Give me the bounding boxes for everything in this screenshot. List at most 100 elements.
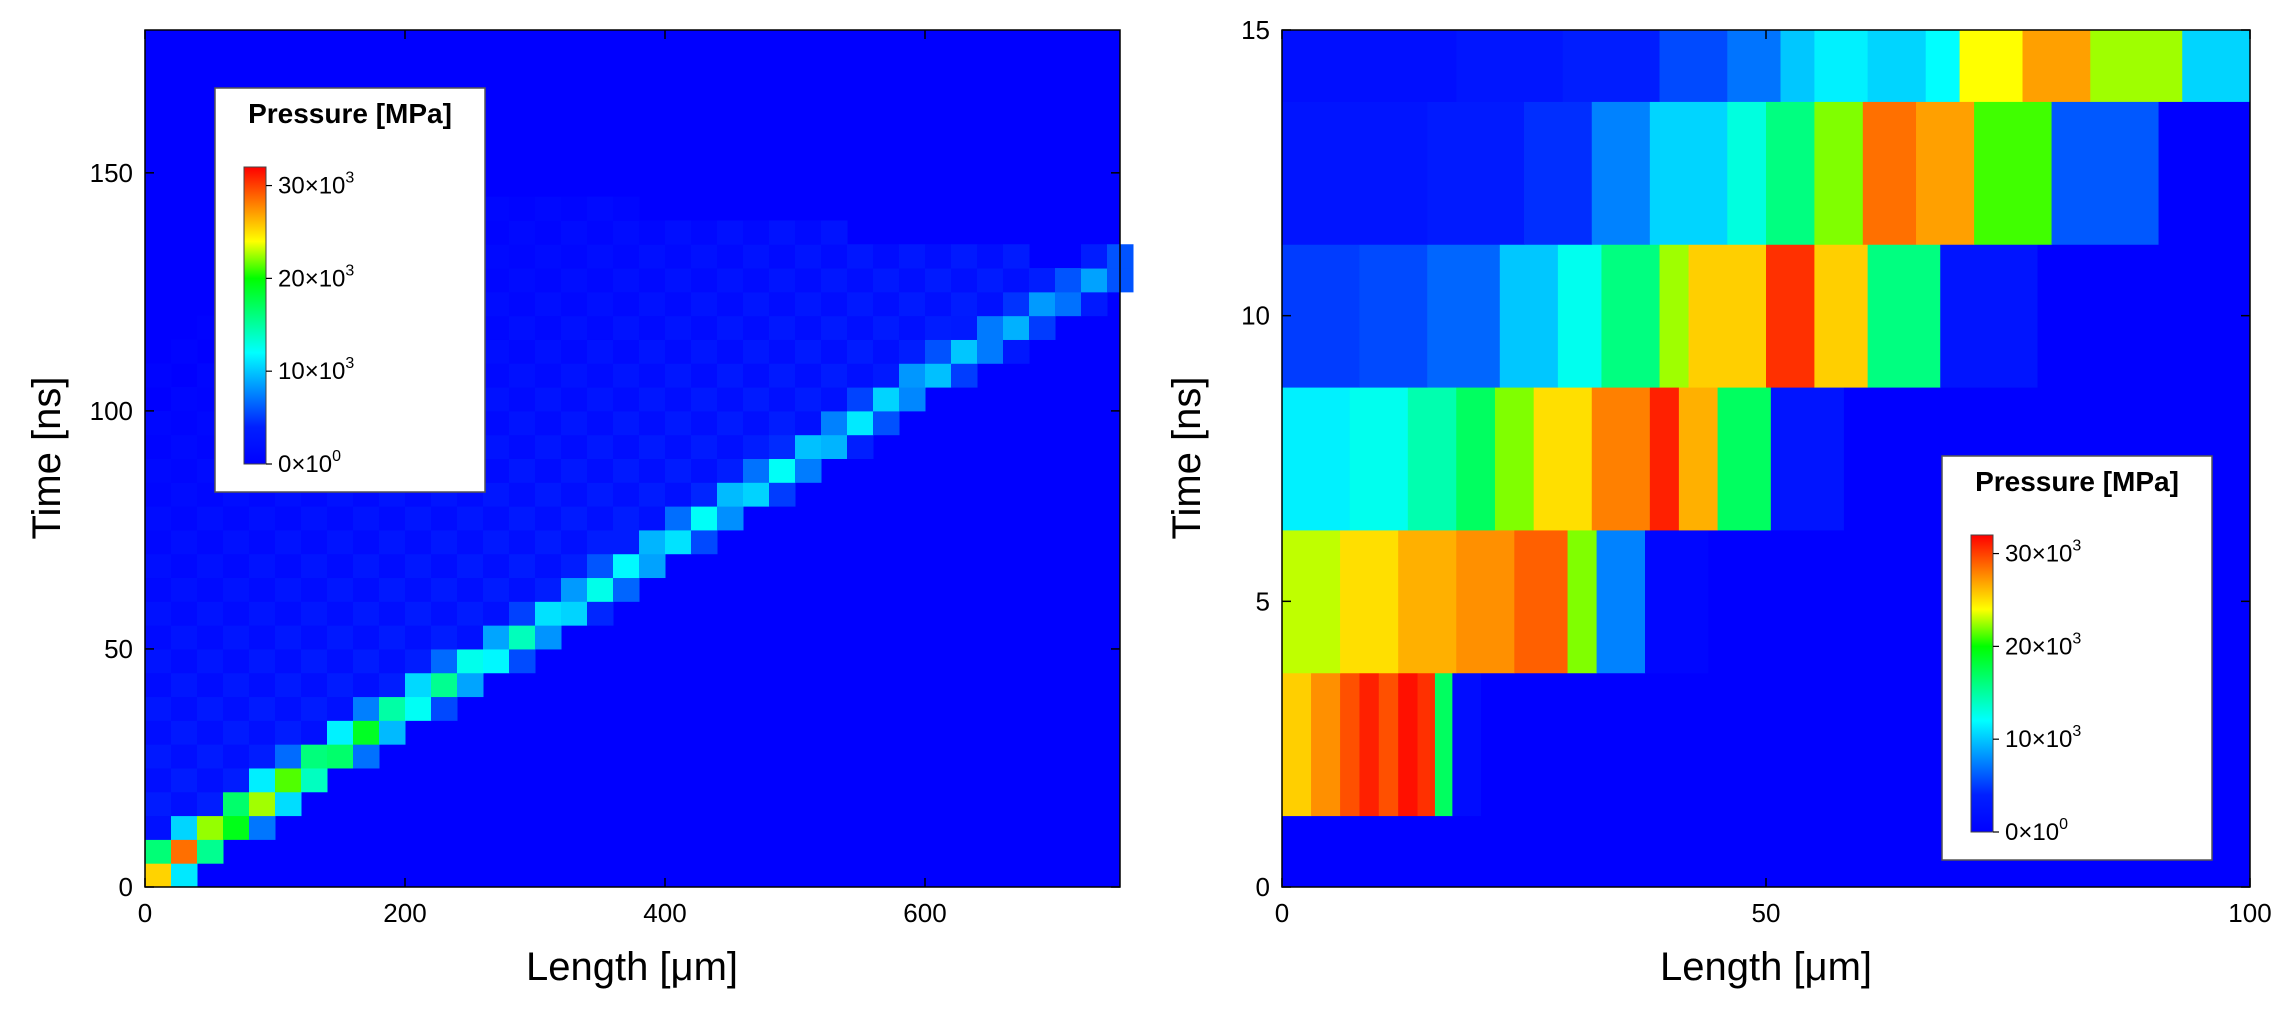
heatmap-cell bbox=[483, 553, 510, 579]
heatmap-cell bbox=[717, 410, 744, 436]
heatmap-cell bbox=[171, 410, 198, 436]
heatmap-cell bbox=[379, 672, 406, 698]
heatmap-cell bbox=[171, 648, 198, 674]
heatmap-cell bbox=[587, 482, 614, 507]
heatmap-cell bbox=[639, 506, 666, 531]
colorbar-tick-mantissa: 10×10 bbox=[2005, 726, 2072, 753]
heatmap-cell bbox=[483, 458, 510, 483]
heatmap-cell bbox=[223, 767, 250, 793]
heatmap-cell bbox=[483, 244, 510, 269]
heatmap-cell bbox=[223, 577, 250, 602]
heatmap-cell bbox=[1867, 30, 1927, 102]
heatmap-cell bbox=[327, 577, 354, 602]
colorbar-tick-mantissa: 20×10 bbox=[2005, 633, 2072, 660]
heatmap-cell bbox=[613, 434, 640, 459]
heatmap-cell bbox=[275, 696, 302, 721]
heatmap-cell bbox=[951, 363, 978, 388]
heatmap-cell bbox=[535, 625, 562, 650]
heatmap-cell bbox=[665, 529, 692, 555]
heatmap-cell bbox=[1029, 315, 1056, 340]
heatmap-cell bbox=[665, 291, 692, 317]
heatmap-cell bbox=[535, 529, 562, 555]
heatmap-cell bbox=[743, 244, 770, 269]
heatmap-cell bbox=[1434, 672, 1453, 817]
heatmap-cell bbox=[587, 577, 614, 602]
heatmap-cell bbox=[873, 363, 900, 388]
x-tick-label: 200 bbox=[383, 898, 426, 928]
heatmap-cell bbox=[223, 648, 250, 674]
heatmap-cell bbox=[353, 672, 380, 698]
colorbar-tick-exponent: 3 bbox=[345, 262, 354, 279]
heatmap-cell bbox=[275, 791, 302, 817]
y-tick-label: 15 bbox=[1241, 15, 1270, 45]
heatmap-cell bbox=[1003, 268, 1030, 293]
heatmap-cell bbox=[509, 387, 536, 412]
panel-left-frame bbox=[144, 29, 1121, 888]
heatmap-cell bbox=[197, 791, 224, 817]
heatmap-cell bbox=[249, 577, 276, 602]
heatmap-cell bbox=[1974, 101, 2053, 245]
heatmap-cell bbox=[509, 363, 536, 388]
heatmap-cell bbox=[769, 387, 796, 412]
heatmap-cell bbox=[639, 339, 666, 364]
heatmap-cell bbox=[587, 434, 614, 459]
heatmap-cell bbox=[483, 625, 510, 650]
heatmap-cell bbox=[379, 625, 406, 650]
heatmap-cell bbox=[171, 434, 198, 459]
heatmap-cell bbox=[275, 672, 302, 698]
heatmap-cell bbox=[1770, 387, 1844, 531]
heatmap-cell bbox=[275, 720, 302, 745]
heatmap-cell bbox=[769, 410, 796, 436]
heatmap-cell bbox=[1567, 529, 1598, 674]
left-x-axis-label: Length [μm] bbox=[526, 945, 738, 989]
heatmap-cell bbox=[1417, 672, 1436, 817]
heatmap-cell bbox=[1867, 244, 1941, 388]
heatmap-cell bbox=[769, 363, 796, 388]
right-heatmap-cells bbox=[1282, 30, 2251, 817]
heatmap-cell bbox=[613, 196, 640, 221]
heatmap-cell bbox=[691, 315, 718, 340]
heatmap-cell bbox=[171, 387, 198, 412]
heatmap-cell bbox=[769, 268, 796, 293]
colorbar-tick-label: 10×103 bbox=[2005, 723, 2081, 753]
heatmap-cell bbox=[665, 315, 692, 340]
left-colorbar-gradient bbox=[243, 166, 267, 465]
heatmap-cell bbox=[171, 482, 198, 507]
heatmap-cell bbox=[717, 434, 744, 459]
heatmap-cell bbox=[535, 458, 562, 483]
heatmap-cell bbox=[223, 529, 250, 555]
heatmap-cell bbox=[275, 506, 302, 531]
heatmap-cell bbox=[1514, 529, 1569, 674]
heatmap-cell bbox=[795, 458, 822, 483]
heatmap-cell bbox=[1282, 30, 1457, 102]
heatmap-cell bbox=[587, 387, 614, 412]
heatmap-cell bbox=[925, 363, 952, 388]
heatmap-cell bbox=[301, 744, 328, 769]
heatmap-cell bbox=[873, 315, 900, 340]
colorbar-tick-exponent: 3 bbox=[2072, 630, 2081, 647]
heatmap-cell bbox=[223, 553, 250, 579]
colorbar-tick-exponent: 3 bbox=[2072, 538, 2081, 555]
heatmap-cell bbox=[665, 410, 692, 436]
heatmap-cell bbox=[145, 720, 172, 745]
heatmap-cell bbox=[301, 767, 328, 793]
heatmap-cell bbox=[743, 387, 770, 412]
heatmap-cell bbox=[145, 744, 172, 769]
heatmap-cell bbox=[327, 696, 354, 721]
heatmap-cell bbox=[899, 315, 926, 340]
heatmap-cell bbox=[613, 506, 640, 531]
heatmap-cell bbox=[691, 339, 718, 364]
heatmap-cell bbox=[587, 458, 614, 483]
heatmap-cell bbox=[405, 696, 432, 721]
heatmap-cell bbox=[691, 529, 718, 555]
heatmap-cell bbox=[535, 410, 562, 436]
heatmap-cell bbox=[613, 363, 640, 388]
heatmap-cell bbox=[145, 458, 172, 483]
heatmap-cell bbox=[535, 268, 562, 293]
x-tick-label: 0 bbox=[138, 898, 152, 928]
heatmap-cell bbox=[1645, 529, 1709, 674]
heatmap-cell bbox=[743, 268, 770, 293]
heatmap-cell bbox=[743, 315, 770, 340]
